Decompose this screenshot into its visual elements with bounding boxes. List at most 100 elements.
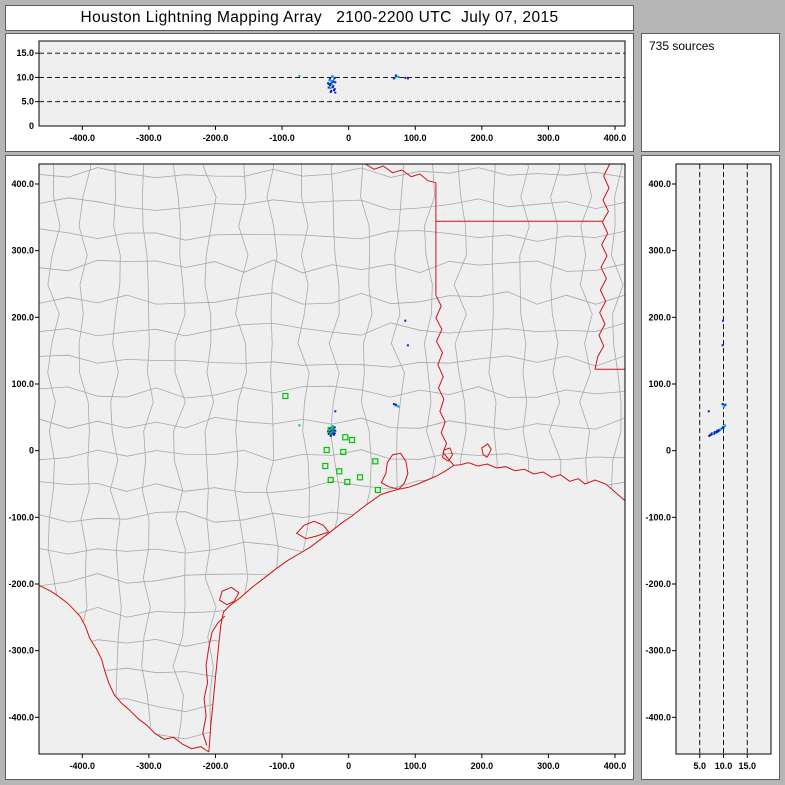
- lightning-source: [333, 433, 335, 436]
- axis-tick-label: -100.0: [269, 133, 295, 143]
- border-mississippi: [594, 163, 611, 370]
- lightning-source: [723, 424, 726, 427]
- lma-station: [322, 462, 329, 470]
- lightning-source: [329, 82, 332, 85]
- lightning-source: [404, 76, 407, 79]
- lma-station: [323, 446, 330, 454]
- page-title: Houston Lightning Mapping Array 2100-220…: [80, 9, 559, 26]
- axis-tick-label: 0: [346, 133, 351, 143]
- lightning-source: [327, 82, 329, 85]
- axis-tick-label: 200.0: [11, 312, 34, 322]
- lma-station: [374, 486, 381, 494]
- lightning-sources: [707, 319, 727, 437]
- altitude-ns-plot: 5.0 10.0 15.0 400.0 300.0 200.0 100.0 0 -100.0 -2…: [645, 163, 772, 771]
- axis-tick-label: -400.0: [645, 712, 671, 722]
- lightning-source: [329, 91, 332, 93]
- alt-ew-plot-frame: [38, 40, 626, 127]
- lightning-source: [404, 319, 407, 322]
- lightning-source: [722, 319, 724, 322]
- lightning-sources: [298, 74, 409, 94]
- axis-tick-label: -200.0: [8, 579, 34, 589]
- lightning-source: [715, 431, 718, 433]
- lma-station: [336, 468, 343, 475]
- altitude-ew-panel[interactable]: 5.0 10.0 15.0 0 -400.0 -300.0 -200.0 -100.0 0 100…: [5, 33, 634, 152]
- lightning-source: [334, 81, 337, 84]
- lightning-source: [707, 410, 710, 413]
- lightning-source: [331, 425, 334, 427]
- axis-tick-label: -100.0: [269, 761, 295, 771]
- lightning-source: [333, 89, 335, 92]
- sources-count-label: 735 sources: [649, 39, 715, 53]
- axis-tick-label: -400.0: [70, 761, 96, 771]
- axis-tick-label: 100.0: [404, 133, 427, 143]
- lma-station: [344, 478, 351, 486]
- axis-tick-label: 200.0: [471, 761, 494, 771]
- title-bar: Houston Lightning Mapping Array 2100-220…: [5, 5, 634, 31]
- plan-view-map-panel[interactable]: -400.0 -300.0 -200.0 -100.0 0 100.0 200.0 300.0…: [5, 155, 634, 780]
- lightning-source: [333, 426, 336, 429]
- axis-tick-label: 10.0: [715, 761, 733, 771]
- lightning-source: [397, 405, 400, 408]
- lma-stations: [282, 392, 381, 494]
- border-corpus_bay: [218, 586, 240, 606]
- lightning-source: [333, 427, 335, 430]
- lightning-source: [710, 433, 713, 436]
- lightning-source: [334, 410, 337, 413]
- lightning-source: [333, 78, 335, 81]
- lightning-source: [329, 435, 332, 437]
- lightning-source: [331, 83, 333, 86]
- axis-tick-label: -300.0: [8, 646, 34, 656]
- lightning-source: [328, 428, 331, 431]
- lightning-source: [333, 432, 336, 435]
- lightning-source: [334, 429, 337, 432]
- axis-tick-label: 100.0: [648, 379, 671, 389]
- axis-tick-label: 0: [346, 761, 351, 771]
- border-sabine_river: [435, 295, 455, 466]
- lightning-source: [331, 75, 334, 77]
- lightning-source: [334, 91, 337, 94]
- lightning-source: [712, 432, 714, 435]
- axis-tick-label: 0: [29, 446, 34, 456]
- lightning-source: [330, 433, 333, 436]
- lightning-source: [396, 75, 399, 78]
- lightning-source: [719, 428, 722, 431]
- lma-station: [342, 434, 349, 441]
- axis-tick-label: 100.0: [11, 379, 34, 389]
- axis-tick-label: -100.0: [645, 512, 671, 522]
- lightning-source: [394, 74, 397, 77]
- lightning-source: [394, 76, 397, 79]
- axis-tick-label: -300.0: [136, 133, 162, 143]
- axis-tick-label: -300.0: [645, 646, 671, 656]
- lma-station: [348, 436, 356, 444]
- border-rio_grande: [38, 584, 210, 753]
- lightning-source: [406, 344, 409, 347]
- map-plot-area[interactable]: [39, 164, 625, 754]
- lightning-source: [724, 403, 727, 406]
- lma-station: [372, 458, 379, 465]
- altitude-ns-panel[interactable]: 5.0 10.0 15.0 400.0 300.0 200.0 100.0 0 -100.0 -2…: [641, 155, 780, 780]
- axis-tick-label: 15.0: [16, 48, 34, 58]
- lightning-source: [329, 432, 332, 435]
- border-calcasieu_lake: [481, 443, 492, 458]
- lightning-source: [298, 424, 301, 427]
- axis-tick-label: 400.0: [604, 761, 627, 771]
- lightning-source: [332, 80, 335, 83]
- lma-station: [327, 426, 334, 434]
- lma-station: [282, 392, 289, 400]
- lightning-source: [333, 76, 336, 79]
- lightning-source: [406, 77, 409, 80]
- axis-tick-label: 0: [29, 121, 34, 131]
- axis-tick-label: 100.0: [404, 761, 427, 771]
- border-galveston_bay: [380, 452, 409, 490]
- axis-tick-label: 5.0: [693, 761, 706, 771]
- border-sabine_lake: [441, 447, 454, 462]
- axis-tick-label: 300.0: [537, 761, 560, 771]
- lightning-source: [330, 428, 333, 431]
- plan-view-plot: -400.0 -300.0 -200.0 -100.0 0 100.0 200.0 300.0…: [8, 163, 627, 771]
- lightning-source: [329, 87, 332, 90]
- lightning-source: [328, 83, 331, 86]
- axis-tick-label: -400.0: [70, 133, 96, 143]
- border-red_river: [365, 163, 437, 184]
- axis-tick-label: -300.0: [136, 761, 162, 771]
- lightning-source: [392, 403, 395, 405]
